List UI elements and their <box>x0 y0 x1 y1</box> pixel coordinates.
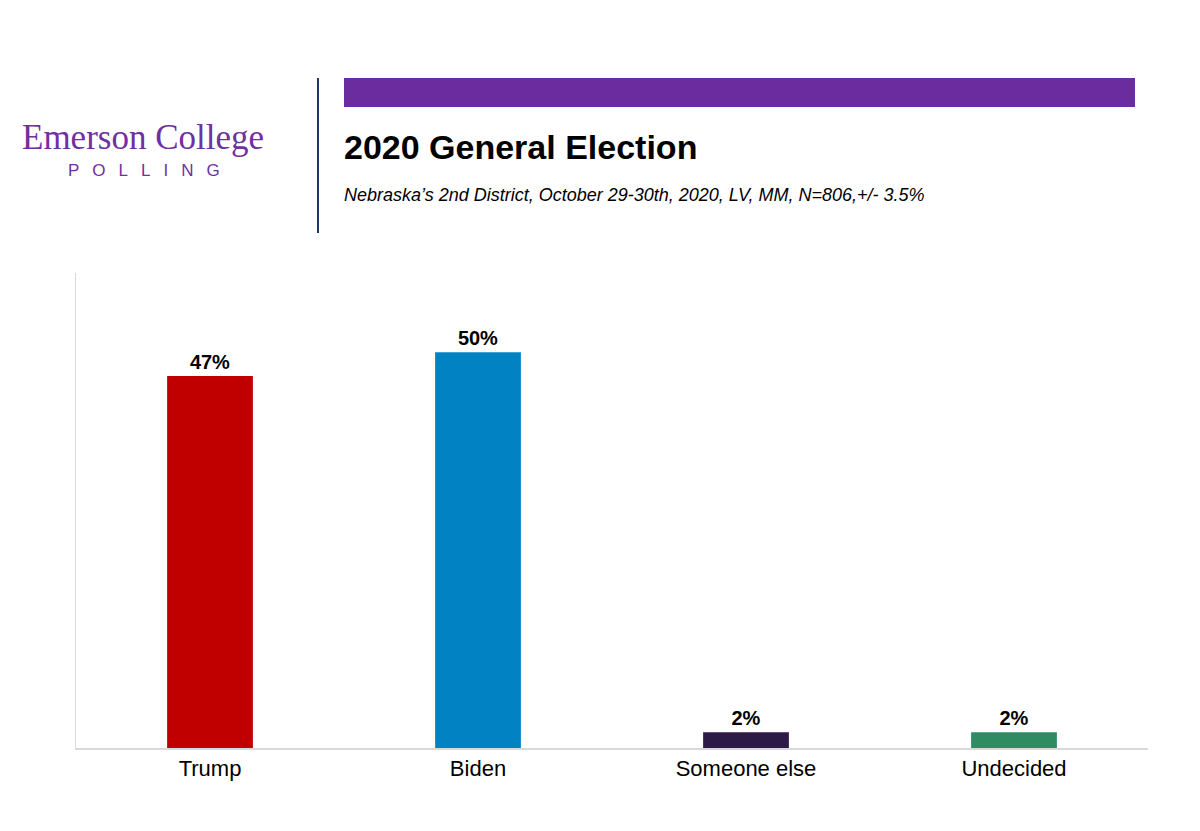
svg-text:2%: 2% <box>999 707 1028 729</box>
svg-text:2%: 2% <box>731 707 760 729</box>
html-text:Emerson College: Emerson College <box>22 118 264 157</box>
html-text:POLLING: POLLING <box>68 161 233 180</box>
svg-text:Someone else: Someone else <box>676 756 817 781</box>
svg-text:Undecided: Undecided <box>961 756 1066 781</box>
html-text:2020 General Election: 2020 General Election <box>344 128 698 166</box>
svg-text:Biden: Biden <box>450 756 506 781</box>
svg-text:Trump: Trump <box>179 756 242 781</box>
html-text:Nebraska’s 2nd District, Octob: Nebraska’s 2nd District, October 29-30th… <box>344 185 925 205</box>
svg-text:47%: 47% <box>190 351 230 373</box>
svg-text:50%: 50% <box>458 327 498 349</box>
